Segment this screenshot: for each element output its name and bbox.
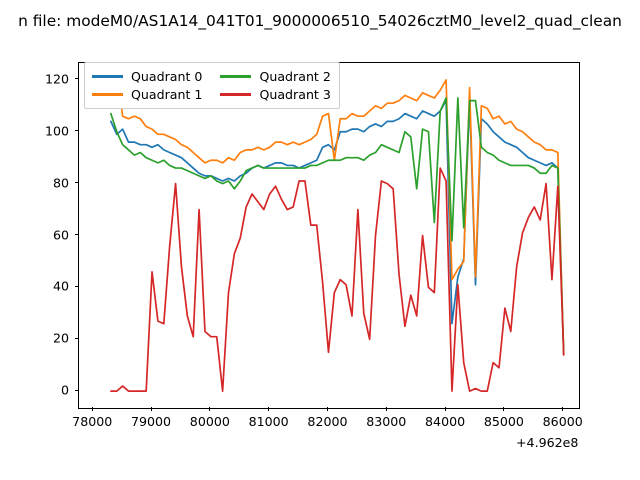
x-axis-tick-label: 82000 — [307, 414, 348, 429]
series-line — [113, 63, 565, 356]
legend-color-swatch — [220, 75, 252, 78]
x-axis-tick-label: 78000 — [72, 414, 113, 429]
y-axis-tick-mark — [74, 285, 78, 287]
x-axis-tick-label: 81000 — [248, 414, 289, 429]
legend-entry: Quadrant 2 — [220, 68, 331, 85]
plot-lines — [110, 63, 565, 392]
y-axis-tick-label: 20 — [52, 330, 69, 346]
x-axis-tick-mark — [150, 407, 152, 411]
legend-color-swatch — [92, 75, 123, 78]
y-axis-tick-label: 80 — [52, 175, 69, 191]
y-axis-tick-mark — [74, 389, 78, 391]
legend-label: Quadrant 0 — [131, 69, 203, 84]
y-axis-tick-mark — [74, 182, 78, 184]
legend-color-swatch — [220, 93, 252, 96]
figure-title-clip: n file: modeM0/AS1A14_041T01_9000006510_… — [0, 10, 640, 32]
x-axis-tick-mark — [562, 407, 564, 411]
y-axis-tick-label: 100 — [44, 123, 69, 139]
x-axis-offset-label: +4.962e8 — [516, 435, 579, 450]
y-axis-tick-label: 0 — [60, 382, 69, 398]
legend-label: Quadrant 2 — [259, 69, 331, 84]
x-axis-tick-label: 79000 — [130, 414, 172, 429]
y-axis-tick-label: 40 — [52, 278, 69, 294]
series-line — [110, 97, 565, 356]
x-axis-tick-mark — [385, 407, 387, 411]
x-axis-tick-label: 80000 — [189, 414, 230, 429]
series-line — [110, 167, 565, 392]
y-axis-tick-label: 120 — [44, 71, 69, 87]
plot-legend: Quadrant 0 Quadrant 2 Quadrant 1 Quadrant 3 — [84, 62, 340, 109]
x-axis-tick-label: 86000 — [542, 414, 583, 429]
x-axis-tick-label: 83000 — [366, 414, 407, 429]
legend-entry: Quadrant 1 — [92, 86, 202, 103]
x-axis-tick-mark — [326, 407, 329, 411]
plot-axes — [78, 62, 580, 409]
legend-entry: Quadrant 3 — [220, 86, 331, 103]
x-axis-tick-mark — [209, 407, 211, 411]
y-axis-tick-mark — [74, 337, 78, 339]
y-axis-tick-label: 60 — [52, 227, 69, 242]
x-axis-tick-label: 84000 — [425, 414, 466, 429]
x-axis-tick-mark — [503, 407, 505, 411]
legend-label: Quadrant 3 — [259, 87, 331, 102]
y-axis-tick-mark — [74, 234, 78, 236]
y-axis-tick-mark — [74, 130, 78, 132]
x-axis-tick-mark — [444, 407, 446, 411]
x-axis-tick-mark — [91, 407, 93, 411]
x-axis-tick-label: 85000 — [483, 414, 524, 429]
x-axis-tick-mark — [268, 407, 270, 411]
legend-label: Quadrant 1 — [131, 87, 203, 102]
y-axis-tick-mark — [74, 78, 78, 80]
legend-entry: Quadrant 0 — [92, 68, 202, 85]
figure-title: n file: modeM0/AS1A14_041T01_9000006510_… — [18, 12, 622, 30]
legend-color-swatch — [92, 93, 123, 96]
